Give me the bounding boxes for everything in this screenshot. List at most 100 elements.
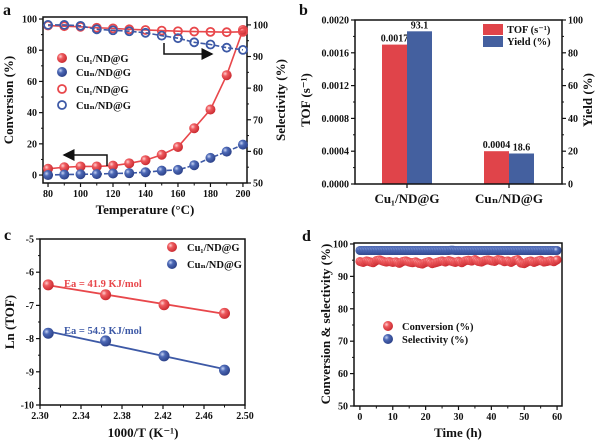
x-tick-label: 60 <box>552 412 562 423</box>
data-point <box>221 27 232 38</box>
data-point <box>219 307 230 319</box>
data-point <box>238 26 248 37</box>
y2-tick-label: 90 <box>253 52 263 63</box>
bar <box>382 44 407 184</box>
y-tick-label: -6 <box>26 268 34 279</box>
data-point <box>75 20 86 31</box>
data-point <box>100 289 112 301</box>
y2-axis-label: Yield (%) <box>580 73 595 127</box>
x-tick-label: 30 <box>453 412 463 423</box>
x-category-label: Cuₙ/ND@G <box>475 191 543 206</box>
data-point <box>140 27 151 38</box>
x-tick-label: 50 <box>519 412 529 423</box>
series-line-0 <box>47 29 244 170</box>
fit-line-0 <box>48 284 225 315</box>
data-point <box>158 299 170 311</box>
y-tick-label: 40 <box>27 108 37 119</box>
data-point <box>172 164 183 175</box>
data-point <box>189 26 200 37</box>
legend-swatch <box>483 24 503 35</box>
x-tick-label: 0 <box>357 412 362 423</box>
y-tick-label: 0.0004 <box>322 147 350 158</box>
y-tick-label: 70 <box>338 337 348 348</box>
x-category-label: Cu₁/ND@G <box>374 191 439 206</box>
data-point <box>75 161 86 172</box>
data-point <box>140 155 151 166</box>
data-point <box>140 167 151 178</box>
legend-label: Cuₙ/ND@G <box>76 68 131 79</box>
y2-tick-label: 20 <box>568 147 578 158</box>
x-axis-label: Time (h) <box>434 425 482 440</box>
legend-marker <box>167 242 177 252</box>
bar-data-label: 0.0004 <box>483 140 511 151</box>
legend-label: Cu₁/ND@G <box>187 243 240 254</box>
panel-label-b: b <box>299 2 308 19</box>
y-axis-label: Conversion & selectivity (%) <box>318 244 333 405</box>
x-tick-label: 2.50 <box>236 411 254 422</box>
data-point <box>173 26 183 37</box>
data-point <box>219 364 230 376</box>
data-point <box>108 168 119 179</box>
legend-marker <box>57 53 67 63</box>
data-point <box>172 141 183 152</box>
bar-data-label: 0.0017 <box>381 34 409 45</box>
y-tick-label: 60 <box>338 369 348 380</box>
legend-label: Cu₁/ND@G <box>76 54 129 65</box>
legend-label: Cuₙ/ND@G <box>76 101 131 112</box>
data-point <box>75 169 86 180</box>
data-point <box>221 42 232 53</box>
y-tick-label: 60 <box>27 77 37 88</box>
x-tick-label: 2.38 <box>113 411 131 422</box>
y-tick-label: 0.0000 <box>322 180 350 191</box>
data-point <box>156 30 167 41</box>
panel-a-conversion-selectivity-chart: 80 100 120 140 160 180 200 0 20 40 60 80 100 50 60 70 80… <box>1 15 288 217</box>
data-point <box>156 165 167 176</box>
legend-label: Cuₙ/ND@G <box>187 260 242 271</box>
data-point <box>124 26 135 37</box>
panel-d-stability-chart: 0 10 20 30 40 50 60 50 60 70 80 90 100 Time (h) Conver… <box>318 239 563 440</box>
bar <box>509 153 534 184</box>
data-point <box>91 169 102 180</box>
legend-label: Conversion (%) <box>402 322 474 333</box>
x-tick-label: 180 <box>203 189 218 200</box>
x-tick-label: 100 <box>73 189 88 200</box>
data-point <box>140 25 151 35</box>
y-tick-label: -5 <box>26 235 34 246</box>
data-point <box>189 37 200 48</box>
data-point <box>156 149 167 160</box>
panel-label-d: d <box>302 228 311 245</box>
x-tick-label: 2.46 <box>195 411 213 422</box>
arrow-left-icon <box>62 149 108 166</box>
x-tick-label: 40 <box>486 412 496 423</box>
x-tick-label: 140 <box>138 189 153 200</box>
panel-label-a: a <box>3 2 11 19</box>
y2-tick-label: 0 <box>568 180 573 191</box>
y-tick-label: 50 <box>338 402 348 413</box>
y2-tick-label: 100 <box>568 16 583 27</box>
y-tick-label: 0.0016 <box>322 48 350 59</box>
data-point <box>91 24 102 35</box>
y2-tick-label: 100 <box>253 20 268 31</box>
activation-energy-annotation: Ea = 54.3 KJ/mol <box>64 326 142 337</box>
data-point <box>156 25 167 36</box>
y-tick-label: 0.0012 <box>322 81 350 92</box>
data-point <box>552 255 562 265</box>
y-axis-label: TOF (s⁻¹) <box>298 73 313 127</box>
x-tick-label: 80 <box>43 189 53 200</box>
x-tick-label: 10 <box>388 412 398 423</box>
panel-label-c: c <box>4 227 11 244</box>
data-point <box>158 350 170 362</box>
legend-marker <box>167 259 177 269</box>
fit-line-1 <box>48 330 225 370</box>
legend-label: Yield (%) <box>507 37 551 48</box>
legend-label: TOF (s⁻¹) <box>507 25 551 36</box>
y-tick-label: 80 <box>338 304 348 315</box>
data-point <box>237 139 248 150</box>
y-tick-label: 100 <box>333 239 348 250</box>
data-point <box>59 20 70 30</box>
bar-data-label: 18.6 <box>513 142 531 153</box>
y-tick-label: 90 <box>338 272 348 283</box>
bar <box>484 151 509 184</box>
data-point <box>173 33 183 44</box>
